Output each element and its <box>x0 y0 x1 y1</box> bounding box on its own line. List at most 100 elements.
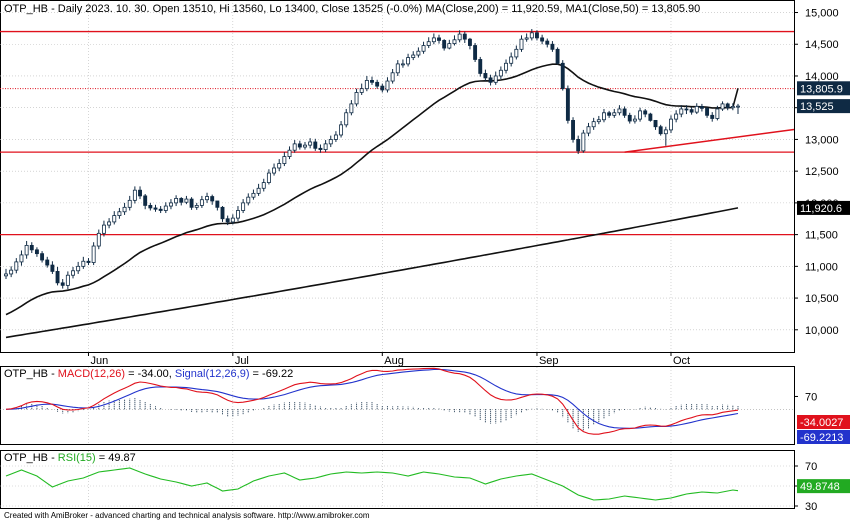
candle-body <box>658 126 663 135</box>
price-label-text: 13,805.9 <box>800 83 843 95</box>
candle-body <box>416 50 421 56</box>
candle-body <box>96 232 101 247</box>
candle-body <box>720 103 725 110</box>
candle-body <box>313 141 318 149</box>
candle-body <box>736 105 740 108</box>
candle-body <box>638 110 643 120</box>
candle-body <box>158 208 163 211</box>
candle-body <box>107 221 112 226</box>
candle-body <box>411 54 416 58</box>
candle-body <box>602 112 606 121</box>
candle-body <box>498 69 503 77</box>
macd-tick-label: 70 <box>805 391 817 403</box>
price-tick-label: 10,500 <box>805 293 839 305</box>
signal-value-box <box>797 430 850 444</box>
macd-axis: 70 -34.0027 -69.2213 <box>794 391 850 444</box>
price-label-box <box>797 99 850 114</box>
candle-body <box>535 32 539 39</box>
price-tick-label: 15,000 <box>805 8 839 20</box>
price-tick-label: 11,000 <box>805 261 838 273</box>
candle-body <box>591 121 596 128</box>
candle-body <box>385 80 390 91</box>
candle-body <box>169 202 173 207</box>
candle-body <box>230 217 235 223</box>
candle-body <box>457 33 462 41</box>
candle-body <box>127 199 132 208</box>
candle-body <box>364 80 369 90</box>
candle-body <box>426 41 431 46</box>
candle-body <box>612 112 617 116</box>
rsi-gridlines <box>0 451 794 508</box>
candle-body <box>529 32 534 39</box>
candle-body <box>4 273 8 277</box>
candle-body <box>627 114 632 122</box>
ma50-line <box>5 63 739 316</box>
rsi-value-box <box>797 479 850 494</box>
candle-body <box>210 196 215 202</box>
rsi-tick-label: 70 <box>805 461 817 473</box>
candle-body <box>91 245 96 263</box>
candle-body <box>339 124 344 136</box>
candle-body <box>297 143 302 148</box>
price-gridlines <box>0 3 794 352</box>
price-label-box <box>797 81 850 96</box>
candle-body <box>354 92 359 105</box>
date-axis: Jun Jul Aug Sep Oct <box>87 352 690 367</box>
candle-body <box>256 187 261 194</box>
candle-body <box>65 274 70 286</box>
candle-body <box>617 108 622 114</box>
candle-body <box>493 75 498 83</box>
price-label: 13,525 <box>797 99 850 114</box>
candle-body <box>55 271 60 284</box>
candle-body <box>524 37 529 40</box>
signal-value-label: -69.2213 <box>800 432 843 444</box>
candle-body <box>272 167 277 174</box>
candle-body <box>406 57 411 65</box>
candle-body <box>679 108 684 115</box>
candle-body <box>586 126 591 134</box>
price-label-text: 13,525 <box>800 101 834 113</box>
candle-body <box>308 141 313 146</box>
candle-body <box>514 48 519 58</box>
candle-body <box>318 147 323 150</box>
candle-body <box>199 199 204 206</box>
candle-body <box>674 113 679 120</box>
rsi-tick-label: 30 <box>805 501 817 513</box>
candle-body <box>400 63 405 66</box>
candle-body <box>581 132 586 152</box>
candle-body <box>122 206 127 213</box>
price-tick-label: 13,000 <box>805 134 839 146</box>
price-tick-label: 14,500 <box>805 39 839 51</box>
candle-body <box>622 108 627 116</box>
candle-body <box>653 119 658 128</box>
candle-body <box>560 62 565 90</box>
candle-body <box>571 119 575 140</box>
candle-body <box>277 163 282 169</box>
candle-body <box>251 192 256 198</box>
candle-body <box>375 81 380 87</box>
price-label-text: 11,920.6 <box>800 203 842 215</box>
candle-body <box>71 270 75 276</box>
candle-body <box>359 88 364 93</box>
candle-body <box>143 195 148 206</box>
candle-body <box>117 211 122 216</box>
moving-averages <box>5 63 739 339</box>
price-label-box <box>797 200 850 215</box>
candle-body <box>699 106 704 109</box>
candle-body <box>282 156 287 164</box>
price-labels: 13,805.9 13,525 11,920.6 <box>797 81 850 215</box>
candle-body <box>648 113 653 121</box>
month-label: Jul <box>235 355 249 367</box>
price-tick-label: 10,000 <box>805 325 839 337</box>
candle-body <box>725 103 730 109</box>
rsi-value-label: 49.8748 <box>800 481 840 493</box>
candle-body <box>101 224 106 234</box>
candle-body <box>390 72 395 82</box>
candle-body <box>287 149 292 157</box>
candle-body <box>550 43 555 50</box>
candle-body <box>81 260 86 267</box>
candle-body <box>303 144 307 148</box>
candle-body <box>132 189 137 201</box>
candle-body <box>323 143 328 150</box>
price-panel-header: OTP_HB - Daily 2023. 10. 30. Open 13510,… <box>4 3 700 15</box>
